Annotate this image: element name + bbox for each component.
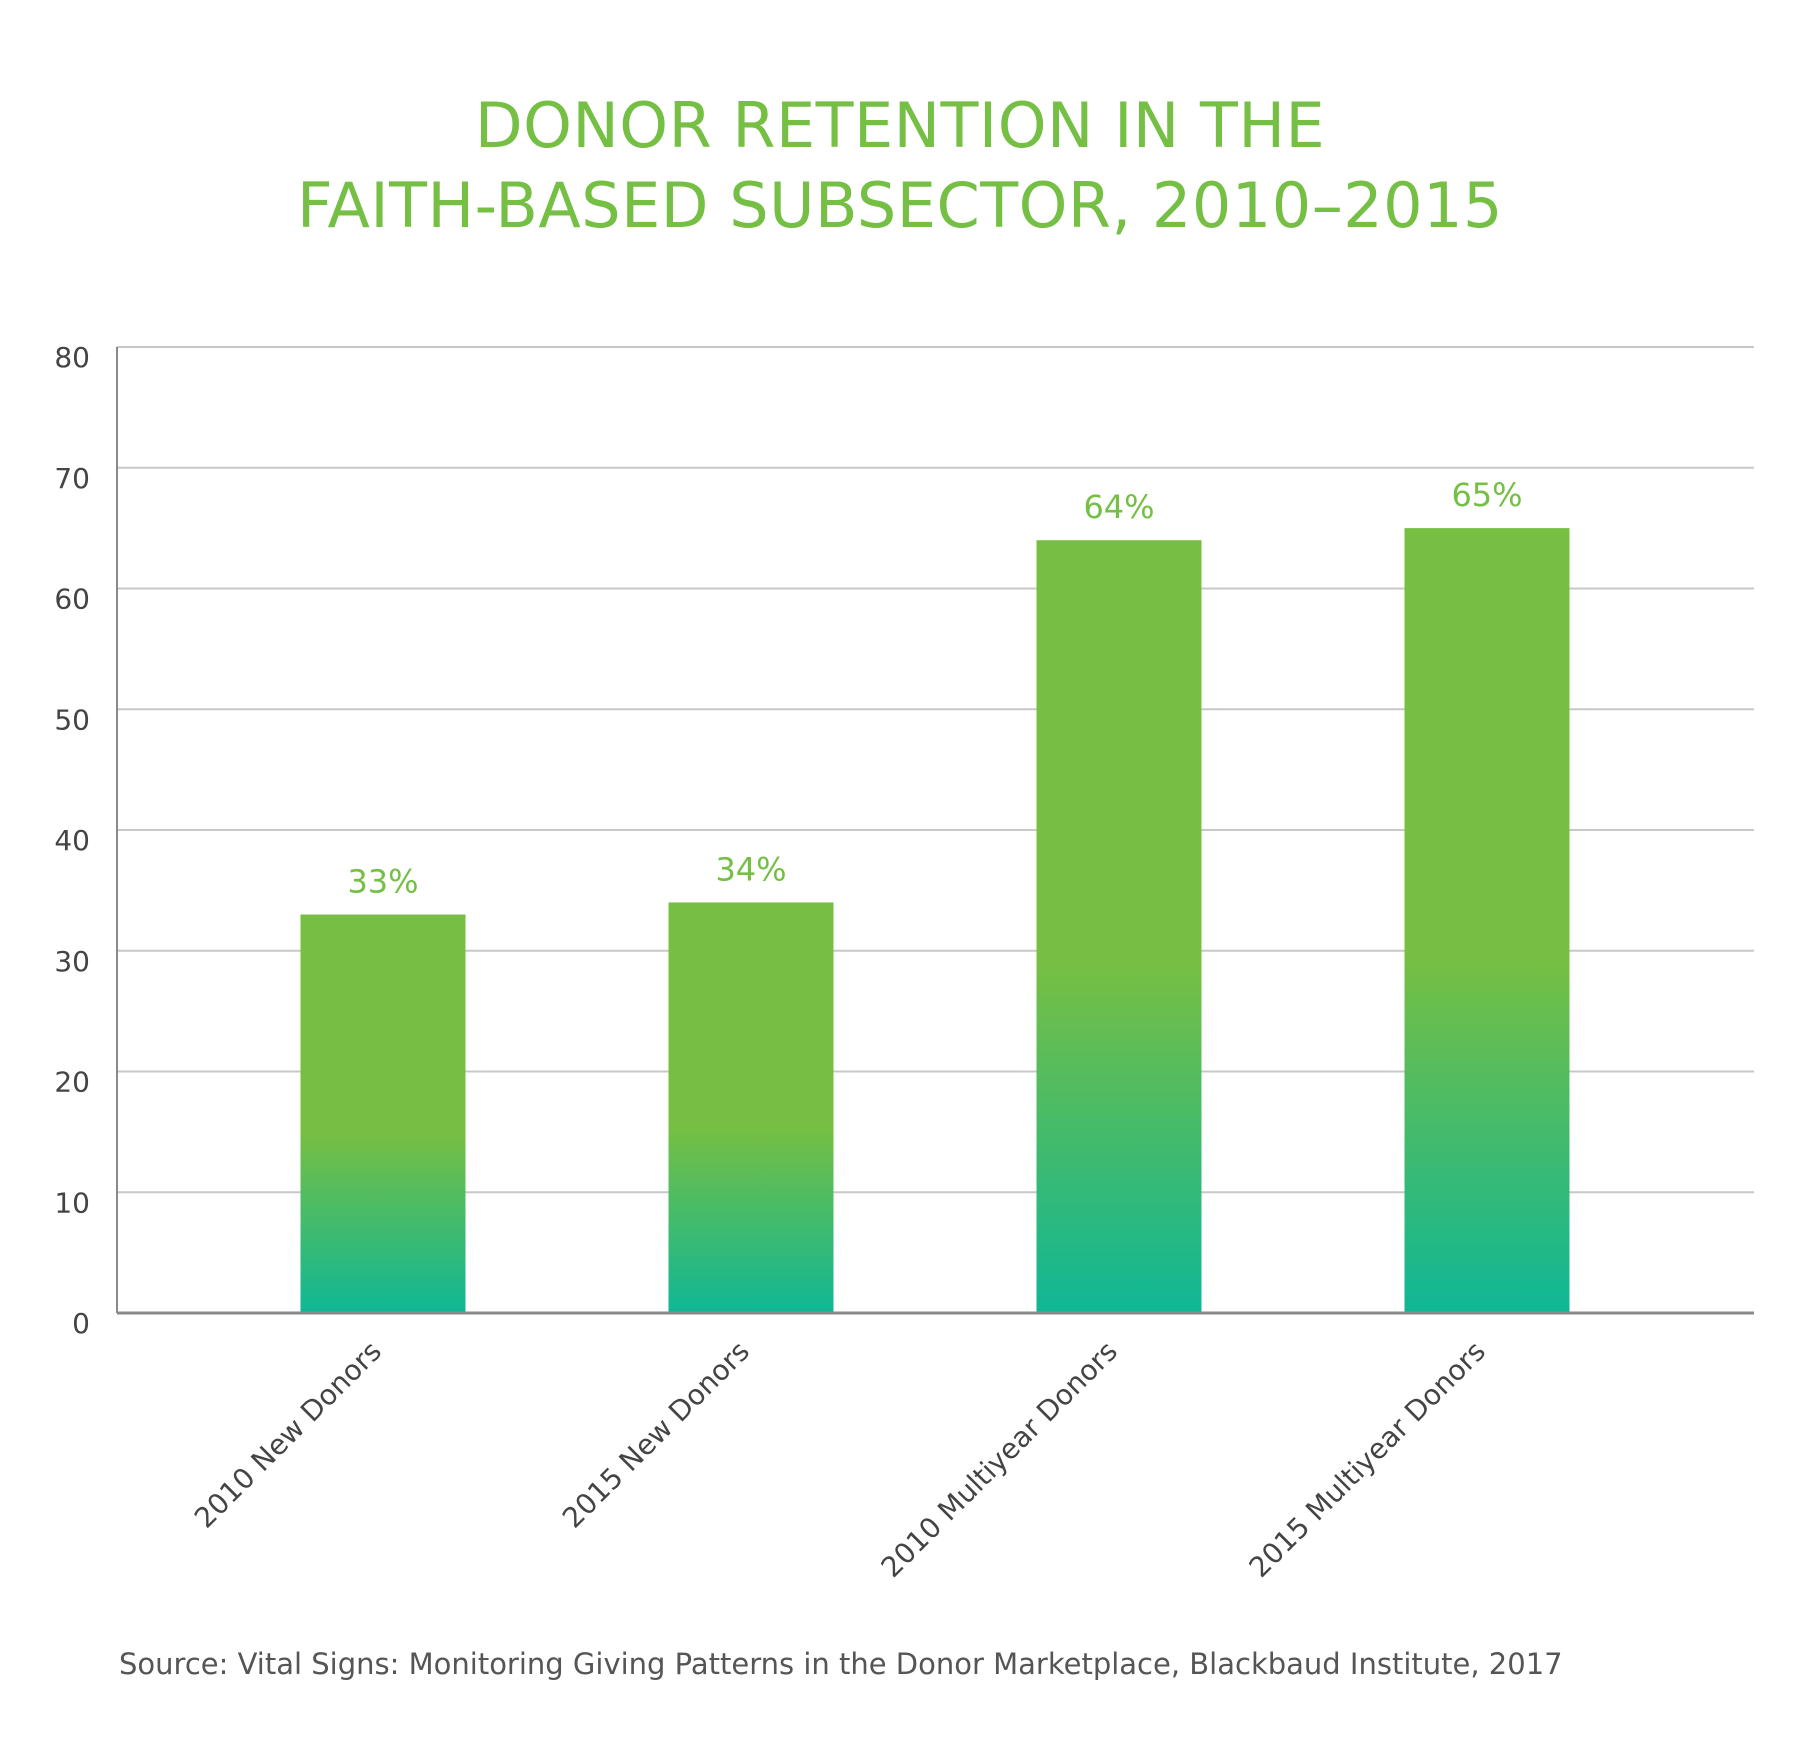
y-tick-labels: 0 10 20 30 40 50 60 70 80	[54, 341, 90, 1340]
y-tick-label-0: 0	[72, 1307, 90, 1340]
x-tick-label-4: 2015 Multiyear Donors	[1243, 1335, 1492, 1584]
x-tick-label-1: 2010 New Donors	[188, 1335, 388, 1535]
chart-title-line-2: FAITH-BASED SUBSECTOR, 2010–2015	[297, 169, 1503, 242]
data-label-1: 33%	[347, 863, 418, 901]
chart-title-line-1: DONOR RETENTION IN THE	[474, 89, 1326, 162]
x-tick-labels: 2010 New Donors 2015 New Donors 2010 Multi…	[188, 1335, 1492, 1584]
data-labels: 33% 34% 64% 65%	[347, 476, 1522, 900]
source-note: Source: Vital Signs: Monitoring Giving P…	[119, 1647, 1563, 1681]
x-tick-label-2: 2015 New Donors	[556, 1335, 756, 1535]
y-tick-label-80: 80	[54, 341, 90, 374]
bar-3	[1036, 540, 1202, 1313]
y-tick-label-20: 20	[54, 1066, 90, 1099]
bar-2	[668, 902, 834, 1313]
y-tick-label-70: 70	[54, 462, 90, 495]
bar-4	[1404, 528, 1570, 1313]
y-tick-label-40: 40	[54, 824, 90, 857]
y-tick-label-60: 60	[54, 583, 90, 616]
y-tick-label-30: 30	[54, 945, 90, 978]
axes	[116, 347, 1754, 1315]
data-label-2: 34%	[715, 850, 786, 888]
chart-title: DONOR RETENTION IN THE FAITH-BASED SUBSE…	[0, 86, 1800, 246]
bars	[300, 528, 1570, 1313]
bar-1	[300, 914, 466, 1313]
data-label-4: 65%	[1451, 476, 1522, 514]
y-tick-label-10: 10	[54, 1186, 90, 1219]
y-tick-label-50: 50	[54, 703, 90, 736]
x-tick-label-3: 2010 Multiyear Donors	[875, 1335, 1124, 1584]
data-label-3: 64%	[1083, 488, 1154, 526]
